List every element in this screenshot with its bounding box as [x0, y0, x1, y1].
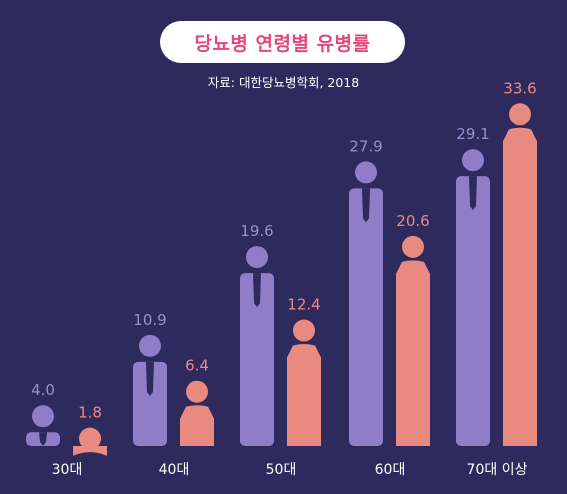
male-bar	[240, 273, 274, 446]
female-bar	[396, 260, 430, 446]
category-label: 70대 이상	[467, 462, 528, 478]
female-value-label: 12.4	[287, 296, 320, 314]
chart-title: 당뇨병 연령별 유병률	[194, 32, 371, 55]
female-value-label: 1.8	[78, 404, 102, 422]
male-figure-1	[133, 334, 167, 446]
female-bar	[180, 405, 214, 446]
female-bar	[73, 446, 107, 456]
category-label: 30대	[52, 462, 83, 478]
tie-icon	[362, 188, 370, 223]
male-value-label: 27.9	[349, 137, 382, 155]
female-value-label: 6.4	[185, 357, 209, 375]
tie-icon	[253, 273, 261, 308]
figures	[26, 103, 537, 456]
source-note: 자료: 대한당뇨병학회, 2018	[207, 75, 360, 90]
female-head	[79, 427, 101, 450]
female-figure-0	[73, 427, 107, 456]
male-figure-3	[349, 161, 383, 447]
tie-icon	[146, 361, 154, 396]
female-figure-1	[180, 380, 214, 446]
female-bar	[287, 344, 321, 446]
male-head	[139, 334, 161, 357]
male-head	[32, 405, 54, 428]
tie-icon	[469, 176, 477, 211]
female-bar	[503, 127, 537, 446]
female-head	[186, 380, 208, 403]
female-head	[293, 319, 315, 342]
male-figure-2	[240, 246, 274, 446]
category-label: 50대	[266, 462, 297, 478]
male-head	[246, 246, 268, 269]
male-bar	[349, 188, 383, 447]
male-figure-0	[26, 405, 60, 446]
female-head	[402, 235, 424, 258]
female-figure-4	[503, 103, 537, 446]
male-value-label: 29.1	[456, 125, 489, 143]
male-value-label: 10.9	[133, 311, 166, 329]
category-label: 60대	[375, 462, 406, 478]
male-value-label: 19.6	[240, 222, 273, 240]
category-label: 40대	[159, 462, 190, 478]
male-bar	[133, 361, 167, 446]
male-figure-4	[456, 149, 490, 446]
female-figure-3	[396, 235, 430, 446]
male-bar	[456, 176, 490, 446]
female-head	[509, 103, 531, 126]
male-value-label: 4.0	[31, 381, 55, 399]
female-value-label: 20.6	[396, 212, 429, 230]
female-figure-2	[287, 319, 321, 446]
tie-icon	[39, 432, 47, 446]
male-head	[462, 149, 484, 172]
title-pill: 당뇨병 연령별 유병률	[160, 21, 405, 63]
female-value-label: 33.6	[503, 79, 536, 97]
male-head	[355, 161, 377, 184]
